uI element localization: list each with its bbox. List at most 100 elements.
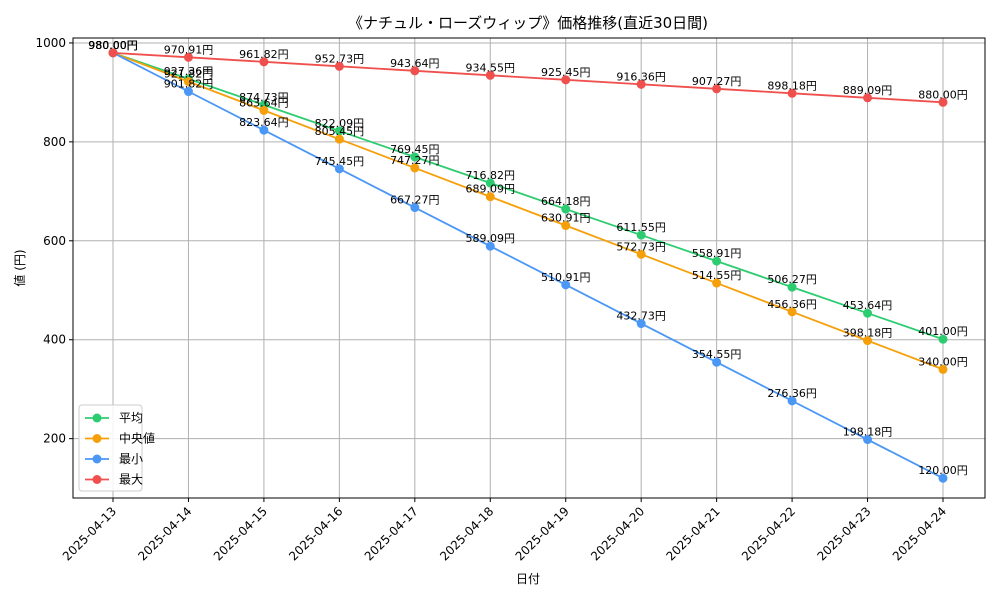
data-point: [259, 105, 269, 115]
data-label: 980.00円: [88, 39, 138, 52]
data-label: 980.00円: [88, 39, 138, 52]
data-label: 432.73円: [616, 310, 666, 323]
legend-marker: [92, 434, 102, 443]
data-label: 354.55円: [692, 348, 742, 361]
data-point: [334, 126, 344, 136]
data-label: 558.91円: [692, 247, 742, 260]
x-tick-label: 2025-04-15: [211, 504, 270, 563]
legend-label: 最大: [119, 473, 143, 487]
x-tick-label: 2025-04-23: [814, 504, 873, 563]
data-point: [863, 308, 873, 318]
data-label: 943.64円: [390, 57, 440, 70]
data-point: [863, 336, 873, 346]
data-label: 510.91円: [541, 271, 591, 284]
data-label: 198.18円: [843, 426, 893, 439]
data-point: [712, 278, 722, 288]
data-point: [334, 164, 344, 174]
x-tick-label: 2025-04-17: [362, 504, 421, 563]
data-label: 880.00円: [918, 88, 968, 101]
data-label: 716.82円: [466, 169, 516, 182]
data-label: 952.73円: [315, 52, 365, 65]
data-label: 927.36円: [164, 65, 214, 78]
data-point: [183, 77, 193, 87]
data-point: [636, 79, 646, 89]
data-point: [561, 280, 571, 290]
data-label: 874.73円: [239, 91, 289, 104]
data-point: [334, 61, 344, 71]
data-point: [410, 66, 420, 76]
data-point: [938, 473, 948, 483]
data-label: 823.64円: [239, 116, 289, 129]
data-point: [938, 364, 948, 374]
data-point: [787, 307, 797, 317]
data-point: [485, 192, 495, 202]
grid: [73, 38, 985, 498]
data-point: [561, 221, 571, 231]
data-label: 611.55円: [616, 221, 666, 234]
data-point: [787, 396, 797, 406]
data-label: 907.27円: [692, 75, 742, 88]
data-point: [561, 75, 571, 85]
x-tick-label: 2025-04-20: [588, 504, 647, 563]
data-label: 921.82円: [164, 68, 214, 81]
data-label: 514.55円: [692, 269, 742, 282]
data-label: 120.00円: [918, 464, 968, 477]
chart-title: 《ナチュル・ローズウィップ》価格推移(直近30日間): [348, 14, 708, 32]
x-tick-label: 2025-04-21: [664, 504, 723, 563]
y-tick-label: 200: [43, 432, 66, 446]
x-tick-label: 2025-04-24: [890, 504, 949, 563]
x-tick-label: 2025-04-19: [513, 504, 572, 563]
x-tick-label: 2025-04-13: [60, 504, 119, 563]
data-label: 667.27円: [390, 194, 440, 207]
data-point: [787, 88, 797, 98]
y-axis-label: 値 (円): [12, 249, 27, 286]
data-label: 970.91円: [164, 43, 214, 56]
data-point: [636, 230, 646, 240]
data-point: [485, 70, 495, 80]
x-axis: 2025-04-13 2025-04-14 2025-04-15 2025-04-16…: [60, 498, 949, 563]
data-label: 889.09円: [843, 84, 893, 97]
data-label: 664.18円: [541, 195, 591, 208]
data-point: [863, 93, 873, 103]
y-tick-label: 600: [43, 234, 66, 248]
data-point: [636, 319, 646, 329]
data-label: 934.55円: [466, 61, 516, 74]
data-point: [410, 203, 420, 213]
data-label: 745.45円: [315, 155, 365, 168]
legend-label: 平均: [119, 411, 143, 425]
x-tick-label: 2025-04-16: [286, 504, 345, 563]
data-point: [712, 357, 722, 367]
data-label: 961.82円: [239, 48, 289, 61]
series-line: [112, 51, 944, 371]
data-point: [561, 204, 571, 214]
data-label: 898.18円: [767, 79, 817, 92]
x-axis-label: 日付: [516, 572, 540, 586]
x-tick-label: 2025-04-14: [135, 504, 194, 563]
data-label: 980.00円: [88, 39, 138, 52]
data-label: 901.82円: [164, 78, 214, 91]
data-label: 276.36円: [767, 387, 817, 400]
data-label: 398.18円: [843, 327, 893, 340]
data-label: 572.73円: [616, 240, 666, 253]
data-point: [712, 256, 722, 266]
data-label: 980.00円: [88, 39, 138, 52]
data-label: 822.09円: [315, 117, 365, 130]
data-point: [636, 249, 646, 259]
data-label: 506.27円: [767, 273, 817, 286]
data-point: [183, 87, 193, 97]
data-point: [863, 435, 873, 445]
x-tick-label: 2025-04-22: [739, 504, 798, 563]
series-line: [112, 51, 944, 341]
data-point: [938, 334, 948, 344]
series-group: [108, 48, 948, 483]
data-point: [259, 125, 269, 135]
data-labels: 980.00円 927.36円 874.73円 822.09円 769.45円 716.8…: [88, 39, 968, 477]
legend-marker: [92, 413, 102, 423]
data-label: 747.27円: [390, 154, 440, 167]
data-label: 401.00円: [918, 325, 968, 338]
data-point: [334, 134, 344, 144]
data-point: [787, 282, 797, 292]
